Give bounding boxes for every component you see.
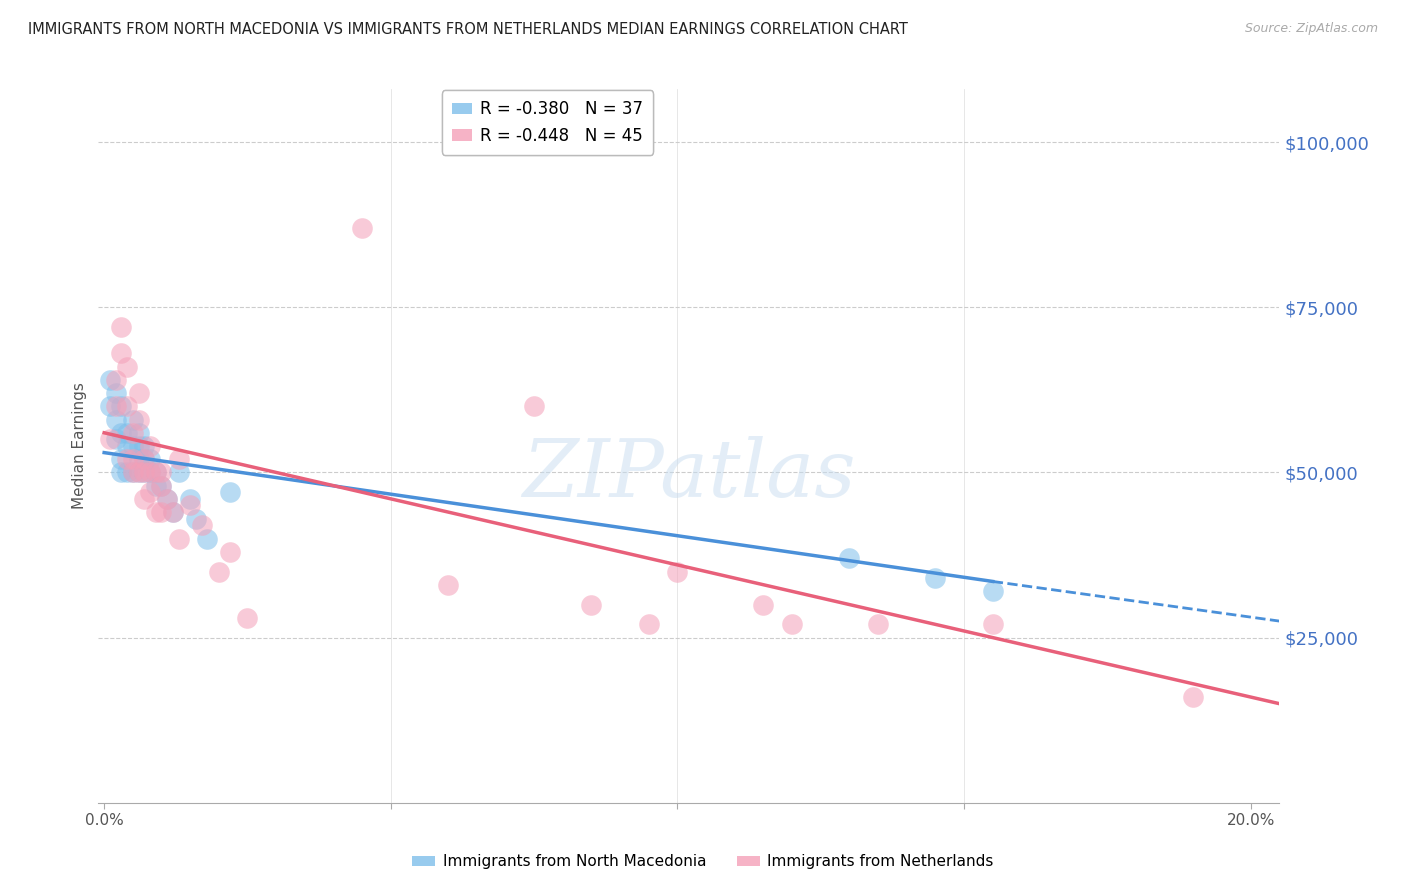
Point (104, 386, 127, 401)
Point (110, 320, 132, 334)
Point (110, 346, 132, 360)
Legend: R = -0.380   N = 37, R = -0.448   N = 45: R = -0.380 N = 37, R = -0.448 N = 45 (441, 90, 652, 154)
Point (134, 439, 156, 453)
Point (981, 584, 1004, 599)
Point (208, 565, 231, 579)
Point (128, 439, 150, 453)
Point (139, 439, 162, 453)
Point (104, 373, 127, 387)
Text: IMMIGRANTS FROM NORTH MACEDONIA VS IMMIGRANTS FROM NETHERLANDS MEDIAN EARNINGS C: IMMIGRANTS FROM NORTH MACEDONIA VS IMMIG… (28, 22, 908, 37)
Point (110, 466, 132, 480)
Point (128, 452, 150, 467)
Point (128, 466, 150, 480)
Point (179, 491, 201, 506)
Point (924, 571, 946, 585)
Point (167, 466, 190, 480)
Point (838, 551, 860, 566)
Point (121, 412, 143, 426)
Point (98, 400, 121, 414)
Point (104, 412, 127, 426)
Point (134, 491, 156, 506)
Legend: Immigrants from North Macedonia, Immigrants from Netherlands: Immigrants from North Macedonia, Immigra… (406, 848, 1000, 875)
Point (150, 466, 173, 480)
Point (134, 466, 156, 480)
Point (981, 617, 1004, 632)
Point (121, 466, 143, 480)
Point (780, 617, 803, 632)
Text: ZIPatlas: ZIPatlas (522, 436, 856, 513)
Point (128, 386, 150, 401)
Point (115, 452, 138, 467)
Point (121, 439, 143, 453)
Point (190, 518, 212, 533)
Point (121, 466, 143, 480)
Point (145, 478, 167, 492)
Point (128, 412, 150, 426)
Point (110, 425, 132, 440)
Point (868, 617, 890, 632)
Point (121, 425, 143, 440)
Point (437, 578, 460, 592)
Point (167, 532, 190, 546)
Point (1182, 690, 1205, 704)
Point (352, 221, 374, 235)
Point (179, 499, 201, 513)
Point (162, 505, 184, 519)
Point (523, 400, 546, 414)
Point (219, 485, 242, 500)
Point (115, 466, 138, 480)
Point (115, 400, 138, 414)
Point (184, 511, 207, 525)
Point (145, 466, 167, 480)
Point (145, 466, 167, 480)
Point (110, 400, 132, 414)
Point (752, 598, 775, 612)
Point (236, 611, 259, 625)
Point (219, 545, 242, 559)
Text: Source: ZipAtlas.com: Source: ZipAtlas.com (1244, 22, 1378, 36)
Point (98, 433, 121, 447)
Point (110, 452, 132, 467)
Point (128, 466, 150, 480)
Point (666, 565, 689, 579)
Point (139, 466, 162, 480)
Point (195, 532, 218, 546)
Point (115, 359, 138, 374)
Point (104, 400, 127, 414)
Point (139, 466, 162, 480)
Y-axis label: Median Earnings: Median Earnings (72, 383, 87, 509)
Point (134, 466, 156, 480)
Point (104, 433, 127, 447)
Point (128, 425, 150, 440)
Point (162, 505, 184, 519)
Point (115, 425, 138, 440)
Point (167, 452, 190, 467)
Point (150, 478, 173, 492)
Point (139, 452, 162, 467)
Point (139, 485, 162, 500)
Point (637, 617, 659, 632)
Point (145, 505, 167, 519)
Point (134, 452, 156, 467)
Point (98, 373, 121, 387)
Point (156, 491, 179, 506)
Point (115, 439, 138, 453)
Point (156, 491, 179, 506)
Point (150, 505, 173, 519)
Point (134, 452, 156, 467)
Point (150, 478, 173, 492)
Point (581, 598, 603, 612)
Point (121, 452, 143, 467)
